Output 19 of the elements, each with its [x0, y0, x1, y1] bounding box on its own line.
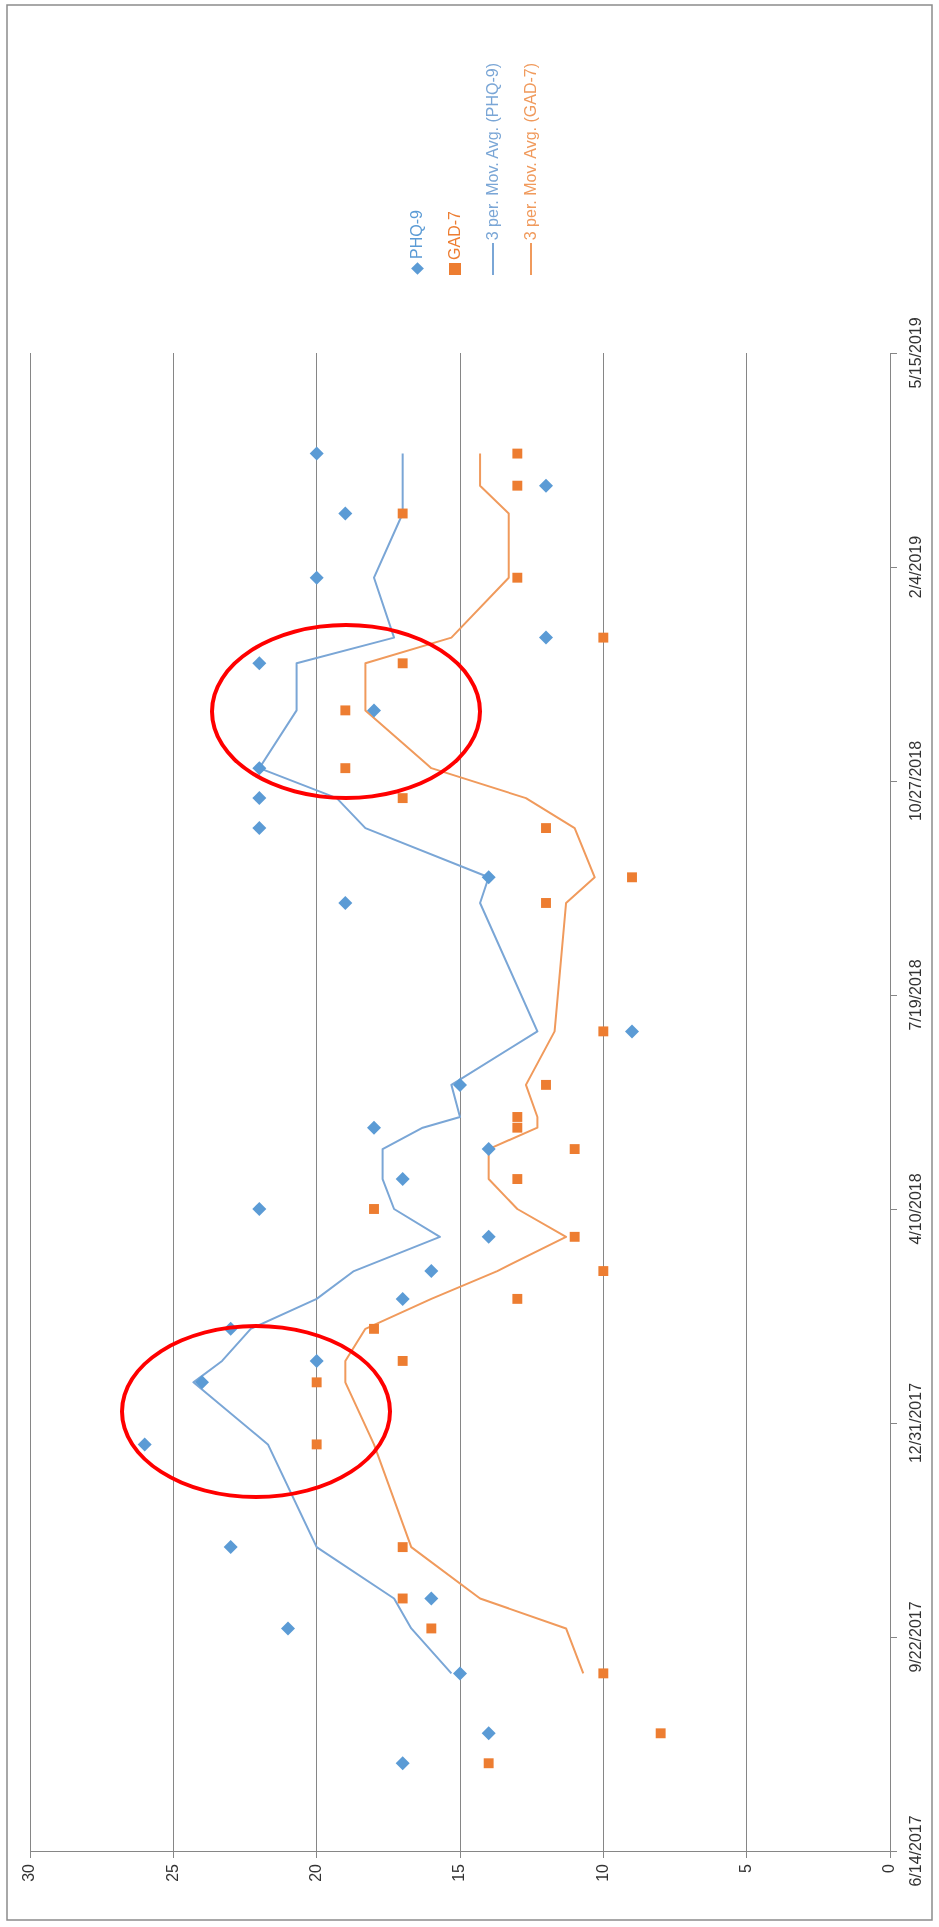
x-tick-label: 25: [163, 1863, 181, 1882]
y-tick-label: 7/19/2018: [907, 959, 925, 1031]
text: PHQ-9: [408, 210, 426, 259]
x-tick-label: 10: [593, 1863, 611, 1882]
x-tick-label: 0: [880, 1863, 898, 1873]
text: GAD-7: [446, 211, 464, 260]
text: 3 per. Mov. Avg. (GAD-7): [522, 62, 540, 240]
y-tick-label: 2/4/2019: [907, 535, 925, 599]
x-tick-label: 20: [307, 1863, 325, 1882]
y-tick-label: 4/10/2018: [907, 1173, 925, 1245]
y-tick-label: 5/15/2019: [907, 317, 925, 389]
x-tick-label: 5: [737, 1863, 755, 1873]
text: 3 per. Mov. Avg. (PHQ-9): [484, 62, 502, 240]
x-tick-label: 30: [20, 1863, 38, 1882]
x-tick-label: 15: [450, 1863, 468, 1882]
y-tick-label: 10/27/2018: [907, 740, 925, 822]
y-tick-label: 6/14/2017: [907, 1815, 925, 1887]
y-tick-label: 9/22/2017: [907, 1601, 925, 1673]
y-tick-label: 12/31/2017: [907, 1382, 925, 1464]
